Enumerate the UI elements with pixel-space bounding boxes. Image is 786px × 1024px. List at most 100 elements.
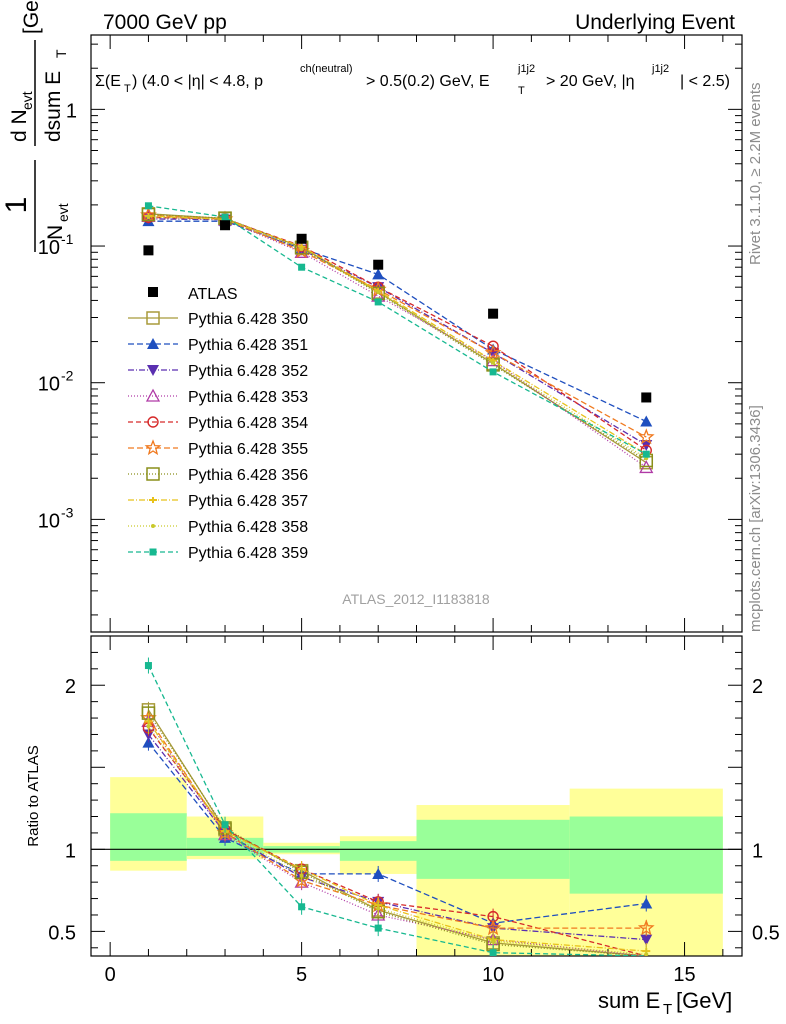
svg-text:> 20 GeV, |η: > 20 GeV, |η [546, 73, 635, 90]
series-point [376, 290, 381, 295]
legend-marker-atlas [148, 287, 158, 297]
legend-marker [149, 497, 157, 503]
series-point [642, 450, 650, 458]
ratio-series-line [147, 709, 647, 956]
legend-label: Pythia 6.428 355 [188, 441, 308, 458]
svg-text:Σ(E: Σ(E [95, 73, 121, 90]
x-tick-label: 15 [673, 964, 695, 986]
ratio-point [146, 724, 151, 729]
ratio-point [371, 907, 386, 921]
ratio-point [376, 906, 381, 911]
svg-text:d N: d N [8, 109, 31, 142]
ratio-ylabel: Ratio to ATLAS [25, 745, 42, 846]
y-tick-label: 1 [66, 100, 77, 122]
ratio-y-tick-label: 0.5 [48, 922, 76, 944]
svg-text:> 0.5(0.2) GeV, E: > 0.5(0.2) GeV, E [366, 73, 489, 90]
series-point [372, 268, 385, 280]
legend-marker [147, 365, 159, 376]
ratio-series-line [147, 742, 647, 924]
series-point [142, 211, 155, 224]
y-tick-label-exponent: -1 [61, 231, 74, 247]
svg-text:j1j2: j1j2 [517, 63, 535, 75]
ratio-band-inner [569, 816, 723, 894]
ratio-series-line [147, 665, 647, 956]
main-plot-frame [90, 34, 743, 633]
svg-text:) (4.0 < |η| < 4.8, p: ) (4.0 < |η| < 4.8, p [132, 73, 263, 90]
ratio-point [372, 867, 385, 879]
atlas-data-point [488, 308, 499, 319]
main-ylabel: 1 N evt d N evt dsum E T [GeV -1 ] [0, 0, 71, 252]
series-line [148, 220, 647, 423]
svg-text:evt: evt [19, 91, 35, 110]
ratio-point [221, 821, 229, 829]
y-tick-label: 10 [38, 237, 60, 259]
legend: ATLAS Pythia 6.428 350 Pythia 6.428 351 Pyt… [128, 286, 308, 562]
ratio-y-tick-label-right: 0.5 [752, 922, 780, 944]
svg-text:| < 2.5): | < 2.5) [680, 73, 730, 90]
svg-text:T: T [518, 85, 525, 97]
series-point [637, 428, 655, 445]
legend-label-atlas: ATLAS [188, 286, 238, 303]
svg-text:[GeV]: [GeV] [676, 988, 732, 1013]
y-tick-label-exponent: -2 [61, 368, 74, 384]
ratio-y-tick-label-right: 1 [752, 840, 763, 862]
svg-text:sum E: sum E [598, 988, 660, 1013]
legend-marker [145, 388, 161, 402]
svg-text:j1j2: j1j2 [651, 63, 669, 75]
rivet-label: Rivet 3.1.10, ≥ 2.2M events [747, 83, 764, 266]
svg-text:[GeV: [GeV [20, 0, 43, 34]
ratio-point [637, 919, 655, 936]
x-tick-label: 0 [105, 964, 116, 986]
atlas-data-point [641, 392, 652, 403]
x-tick-label: 10 [482, 964, 504, 986]
ratio-point [640, 934, 653, 946]
svg-text:T: T [124, 83, 131, 95]
ratio-point [374, 924, 382, 932]
series-point [144, 202, 152, 210]
mcplots-label: mcplots.cern.ch [arXiv:1306.3436] [747, 405, 764, 632]
series-line [148, 218, 647, 446]
legend-label: Pythia 6.428 353 [188, 389, 308, 406]
ratio-point [299, 873, 304, 878]
ratio-y-tick-label-right: 2 [752, 676, 763, 698]
ratio-y-tick-label: 1 [65, 840, 76, 862]
svg-text:ch(neutral): ch(neutral) [300, 63, 353, 75]
series-line [148, 213, 647, 461]
series-point [221, 213, 229, 221]
legend-marker [149, 548, 157, 556]
series-point [489, 368, 497, 376]
analysis-watermark: ATLAS_2012_I1183818 [342, 591, 490, 607]
legend-label: Pythia 6.428 357 [188, 493, 308, 510]
series-point [146, 215, 151, 220]
series-line [148, 205, 647, 455]
series-point [374, 298, 382, 306]
series-point [640, 415, 653, 427]
legend-label: Pythia 6.428 351 [188, 337, 308, 354]
series-point [298, 263, 306, 271]
legend-marker [146, 467, 160, 481]
legend-marker [144, 439, 162, 456]
main-plot-title: Σ(E T ) (4.0 < |η| < 4.8, p ch(neutral) >… [95, 63, 730, 97]
legend-label: Pythia 6.428 358 [188, 519, 308, 536]
ratio-series-line [147, 720, 647, 952]
svg-text:evt: evt [55, 203, 71, 222]
ratio-point [144, 662, 152, 670]
x-tick-label: 5 [296, 964, 307, 986]
legend-label: Pythia 6.428 359 [188, 545, 308, 562]
legend-label: Pythia 6.428 350 [188, 311, 308, 328]
ratio-band-inner [110, 813, 187, 861]
atlas-data-point [373, 259, 384, 270]
atlas-data-point [143, 245, 154, 256]
series-point [484, 344, 502, 361]
svg-text:T: T [53, 49, 69, 58]
ratio-point [484, 919, 502, 936]
ratio-point [640, 897, 653, 909]
header-right: Underlying Event [575, 11, 735, 34]
ratio-point [489, 949, 497, 956]
legend-marker [146, 311, 160, 325]
ratio-y-tick-label: 2 [65, 676, 76, 698]
legend-label: Pythia 6.428 352 [188, 363, 308, 380]
ratio-series-line [147, 720, 647, 956]
